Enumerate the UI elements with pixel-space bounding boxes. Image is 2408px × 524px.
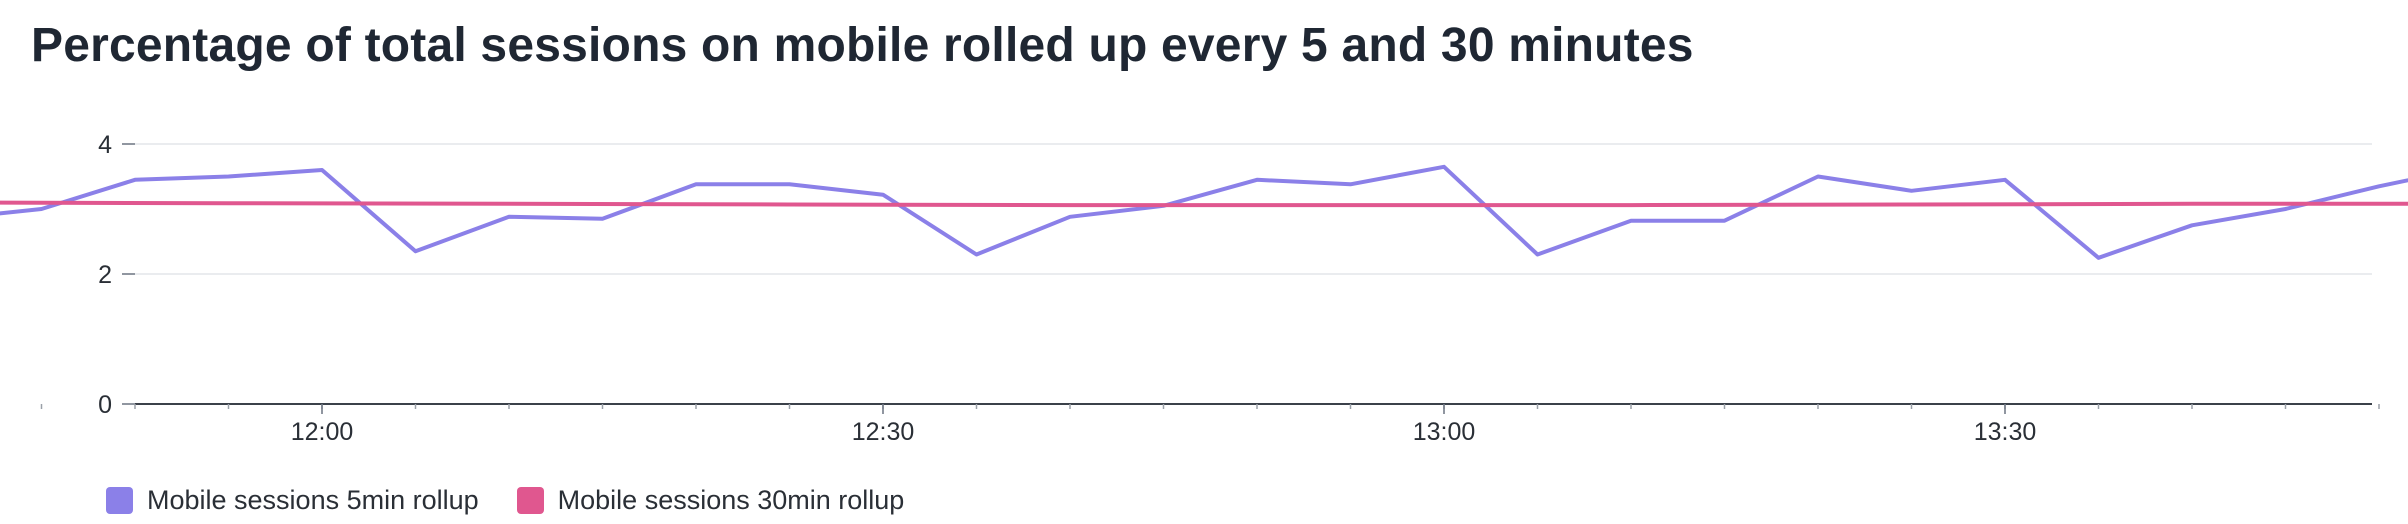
data-point-30min[interactable]	[1909, 201, 1915, 207]
data-point-30min[interactable]	[1628, 202, 1634, 208]
legend-label-5min: Mobile sessions 5min rollup	[147, 484, 479, 515]
data-point-5min[interactable]	[2002, 177, 2008, 183]
data-point-5min[interactable]	[974, 252, 980, 258]
data-point-5min[interactable]	[39, 206, 45, 212]
data-point-5min[interactable]	[319, 167, 325, 173]
data-point-30min[interactable]	[1348, 202, 1354, 208]
y-tick-label: 0	[98, 391, 112, 419]
data-point-5min[interactable]	[413, 248, 419, 254]
y-tick-label: 4	[98, 131, 112, 159]
data-point-5min[interactable]	[1628, 218, 1634, 224]
data-point-5min[interactable]	[1254, 177, 1260, 183]
y-tick-label: 2	[98, 261, 112, 289]
series-line-30min[interactable]	[0, 200, 2408, 217]
data-point-30min[interactable]	[1067, 202, 1073, 208]
data-point-5min[interactable]	[226, 174, 232, 180]
data-point-5min[interactable]	[1348, 181, 1354, 187]
data-point-5min[interactable]	[132, 177, 138, 183]
x-tick-label: 12:30	[852, 418, 915, 446]
data-point-30min[interactable]	[506, 201, 512, 207]
data-point-5min[interactable]	[1909, 188, 1915, 194]
data-point-5min[interactable]	[1722, 218, 1728, 224]
legend-swatch-5min	[106, 486, 133, 514]
data-point-5min[interactable]	[1815, 174, 1821, 180]
data-point-5min[interactable]	[1067, 214, 1073, 220]
data-point-30min[interactable]	[787, 201, 793, 207]
data-point-5min[interactable]	[2189, 222, 2195, 228]
legend-swatch-30min	[516, 486, 544, 514]
data-point-5min[interactable]	[880, 192, 886, 198]
series-line-5min[interactable]	[0, 118, 2408, 260]
x-tick-label: 13:30	[1974, 418, 2037, 446]
data-point-5min[interactable]	[600, 216, 606, 222]
data-point-5min[interactable]	[2283, 206, 2289, 212]
axis-layer: 02412:0012:3013:0013:3014:0014:3015:0015…	[40, 131, 2380, 446]
data-point-5min[interactable]	[2376, 183, 2382, 189]
data-point-30min[interactable]	[226, 200, 232, 206]
grid-layer	[135, 143, 2372, 275]
series-layer	[0, 118, 2408, 261]
data-point-5min[interactable]	[693, 181, 699, 187]
legend-item-5min[interactable]: Mobile sessions 5min rollup	[106, 485, 479, 516]
data-point-30min[interactable]	[2189, 201, 2195, 207]
x-tick-label: 13:00	[1413, 418, 1476, 446]
data-point-5min[interactable]	[506, 214, 512, 220]
data-point-5min[interactable]	[1535, 252, 1541, 258]
chart-title: Percentage of total sessions on mobile r…	[31, 19, 1694, 72]
data-point-5min[interactable]	[1441, 164, 1447, 170]
legend-item-30min[interactable]: Mobile sessions 30min rollup	[516, 484, 905, 516]
data-point-5min[interactable]	[787, 181, 793, 187]
legend-label-30min: Mobile sessions 30min rollup	[557, 484, 905, 515]
x-tick-label: 12:00	[291, 418, 354, 446]
data-point-5min[interactable]	[2096, 255, 2102, 261]
legend: Mobile sessions 5min rollup Mobile sessi…	[106, 482, 904, 518]
